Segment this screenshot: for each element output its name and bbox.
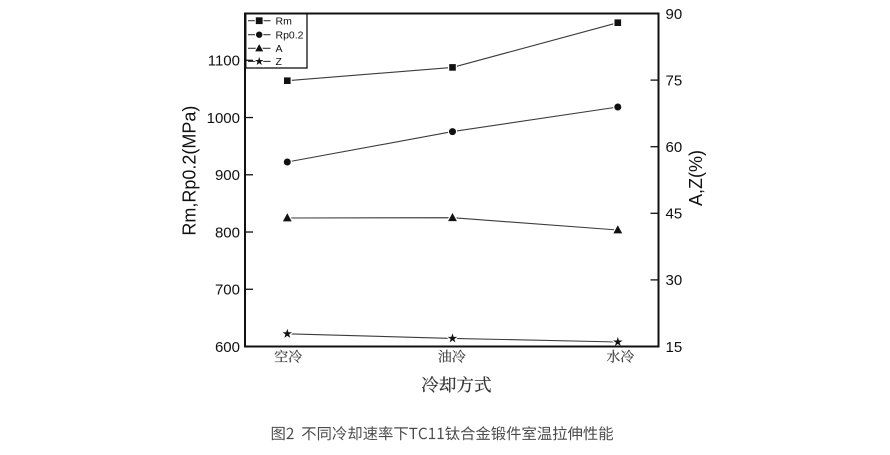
svg-text:30: 30 [666, 272, 683, 289]
svg-text:600: 600 [215, 339, 240, 356]
svg-text:60: 60 [666, 139, 683, 156]
svg-text:Z: Z [276, 56, 283, 68]
svg-text:Rp0.2: Rp0.2 [276, 30, 304, 42]
svg-text:1000: 1000 [207, 110, 240, 127]
svg-text:A: A [276, 43, 283, 55]
svg-text:1100: 1100 [208, 53, 240, 70]
svg-text:700: 700 [215, 282, 240, 299]
svg-text:A,Z(%): A,Z(%) [686, 150, 706, 206]
svg-text:15: 15 [666, 339, 683, 356]
svg-text:90: 90 [666, 6, 683, 23]
svg-text:Rm: Rm [276, 16, 293, 28]
svg-text:800: 800 [215, 224, 240, 241]
svg-text:Rm,Rp0.2(MPa): Rm,Rp0.2(MPa) [180, 106, 200, 236]
svg-text:75: 75 [666, 72, 683, 89]
svg-text:900: 900 [215, 167, 240, 184]
svg-text:45: 45 [666, 206, 683, 223]
